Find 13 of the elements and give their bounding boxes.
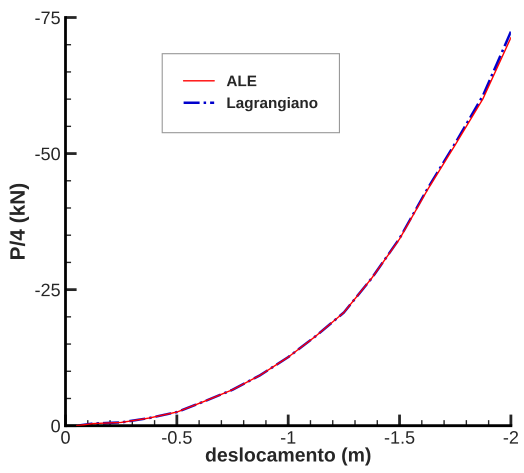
y-tick-label: -50 — [35, 148, 60, 160]
x-tick-label: -0.5 — [162, 431, 192, 444]
x-tick-label: -1 — [280, 431, 296, 444]
x-tick-label: -1.5 — [384, 431, 414, 444]
legend-label: ALE — [226, 76, 256, 86]
y-tick-label: 0 — [51, 420, 60, 432]
x-tick-label: -2 — [504, 431, 518, 444]
legend-label: Lagrangiano — [227, 96, 318, 112]
y-tick-label: -25 — [35, 284, 60, 296]
y-tick-label: -75 — [35, 12, 60, 24]
y-axis-title: P/4 (kN) — [10, 184, 29, 259]
x-tick-label: 0 — [61, 431, 70, 444]
x-axis-title: deslocamento (m) — [206, 447, 370, 466]
